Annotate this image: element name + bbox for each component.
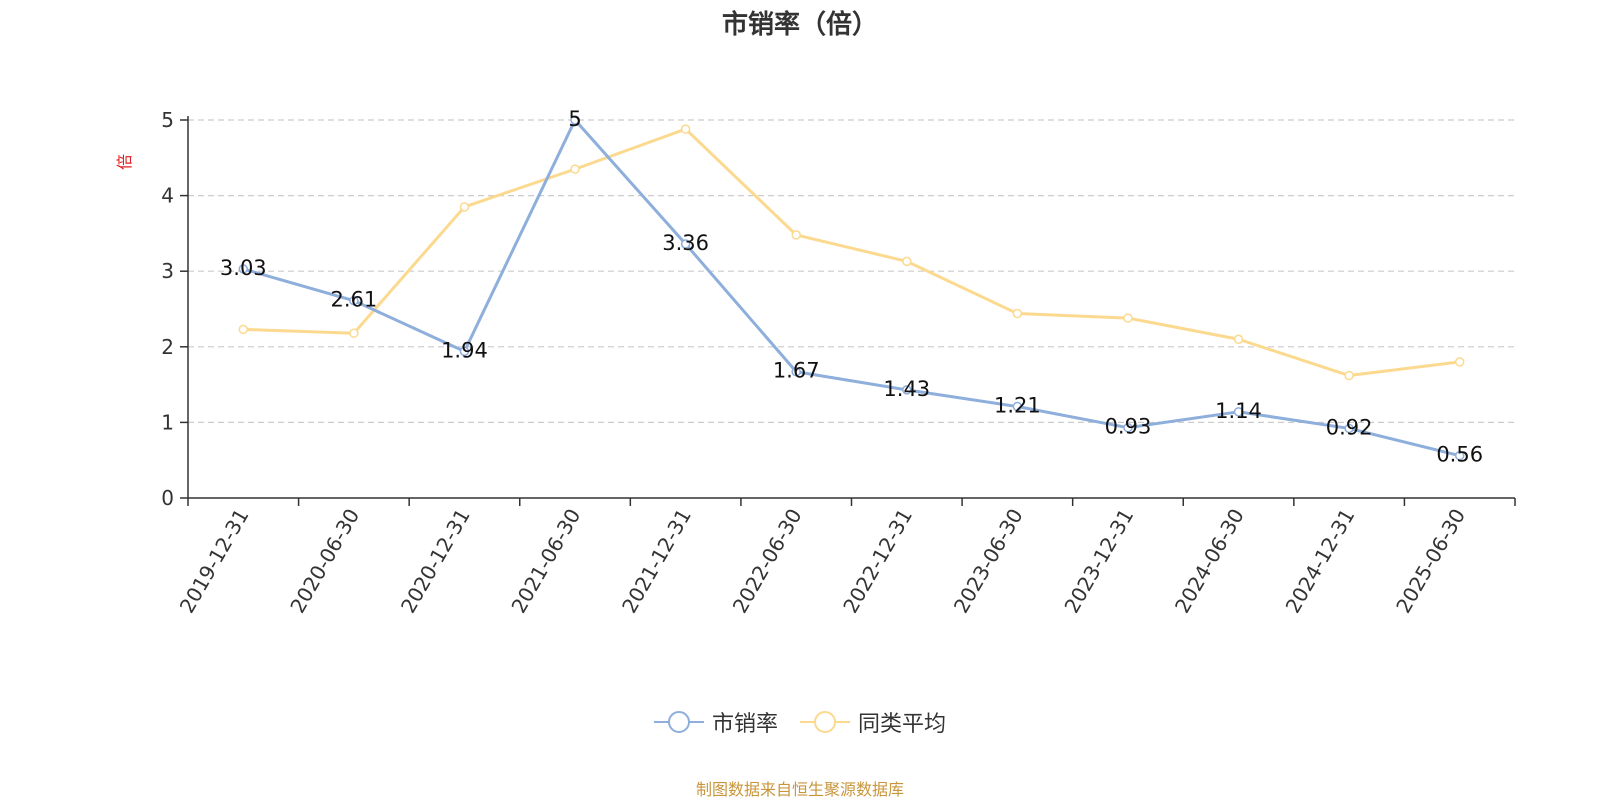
legend-marker-peer-average-icon bbox=[800, 711, 850, 733]
data-point-peer-average bbox=[1123, 313, 1133, 323]
data-point-sales-ratio bbox=[1233, 407, 1244, 417]
data-label: 1.43 bbox=[883, 377, 930, 401]
y-tick-label: 1 bbox=[161, 410, 174, 434]
data-label: 1.21 bbox=[994, 394, 1041, 418]
y-axis-label: 倍 bbox=[115, 154, 134, 170]
legend-label-sales-ratio: 市销率 bbox=[711, 712, 778, 737]
data-point-sales-ratio bbox=[459, 346, 470, 357]
data-point-sales-ratio bbox=[1123, 422, 1133, 433]
x-tick-label: 2021-06-30 bbox=[506, 505, 585, 618]
data-point-sales-ratio bbox=[238, 264, 249, 274]
data-point-sales-ratio bbox=[680, 239, 691, 249]
chart-title: 市销率（倍） bbox=[721, 10, 878, 40]
data-point-peer-average bbox=[791, 230, 801, 240]
series-line-peer-average bbox=[243, 127, 1460, 378]
x-tick-label: 2019-12-31 bbox=[175, 505, 254, 618]
data-label: 1.67 bbox=[773, 359, 820, 383]
grid-lines bbox=[188, 119, 1515, 423]
series-lines bbox=[238, 115, 1465, 461]
x-tick-label: 2020-06-30 bbox=[285, 505, 364, 618]
data-point-peer-average bbox=[238, 324, 249, 335]
data-point-peer-average bbox=[1344, 370, 1354, 381]
data-point-sales-ratio bbox=[791, 366, 801, 377]
data-label: 2.61 bbox=[330, 288, 377, 312]
legend-item-sales-ratio[interactable]: 市销率 bbox=[653, 706, 778, 738]
legend-label-peer-average: 同类平均 bbox=[858, 712, 947, 737]
series-line-sales-ratio bbox=[242, 118, 1461, 458]
data-point-peer-average bbox=[570, 164, 580, 174]
data-labels: 3.03 2.61 1.94 5 3.36 1.67 1.43 1.21 0.93 1.14 0.9… bbox=[220, 107, 1483, 467]
data-label: 1.94 bbox=[441, 338, 488, 362]
data-point-sales-ratio bbox=[1012, 401, 1023, 412]
x-tick-label: 2022-12-31 bbox=[838, 505, 917, 618]
y-tick-label: 3 bbox=[161, 259, 174, 283]
data-label: 0.92 bbox=[1326, 415, 1373, 439]
data-point-sales-ratio bbox=[570, 115, 580, 125]
y-tick-label: 0 bbox=[161, 486, 174, 510]
data-point-peer-average bbox=[1233, 334, 1244, 344]
source-footer: 制图数据来自恒生聚源数据库 bbox=[695, 780, 904, 799]
data-label: 1.14 bbox=[1215, 399, 1262, 423]
x-tick-label: 2024-12-31 bbox=[1281, 505, 1360, 618]
x-tick-label: 2025-06-30 bbox=[1391, 505, 1470, 618]
data-point-sales-ratio bbox=[902, 385, 912, 395]
x-tick-label: 2023-12-31 bbox=[1059, 505, 1138, 618]
data-label: 3.36 bbox=[662, 231, 709, 255]
data-label: 0.56 bbox=[1436, 443, 1483, 467]
x-tick-label: 2020-12-31 bbox=[396, 505, 475, 618]
data-point-peer-average bbox=[1454, 357, 1465, 367]
legend-item-peer-average[interactable]: 同类平均 bbox=[800, 706, 946, 738]
data-point-peer-average bbox=[902, 256, 912, 267]
x-tick-label: 2023-06-30 bbox=[949, 505, 1028, 618]
y-tick-label: 5 bbox=[161, 108, 174, 132]
legend: 市销率 同类平均 bbox=[0, 706, 1600, 738]
legend-marker-sales-ratio-icon bbox=[653, 711, 704, 733]
data-label: 3.03 bbox=[220, 256, 267, 280]
data-point-peer-average bbox=[349, 328, 359, 338]
x-tick-label: 2022-06-30 bbox=[728, 505, 807, 618]
data-point-peer-average bbox=[1012, 308, 1023, 319]
data-label: 0.93 bbox=[1105, 415, 1152, 439]
y-tick-label: 2 bbox=[161, 335, 174, 359]
data-point-peer-average bbox=[459, 202, 470, 212]
x-tick-label: 2021-12-31 bbox=[617, 505, 696, 618]
data-point-sales-ratio bbox=[1454, 450, 1465, 461]
y-tick-label: 4 bbox=[161, 184, 174, 208]
x-tick-label: 2024-06-30 bbox=[1170, 505, 1249, 618]
data-label: 5 bbox=[568, 107, 581, 131]
data-point-sales-ratio bbox=[1344, 423, 1354, 434]
data-point-peer-average bbox=[680, 124, 691, 134]
data-point-sales-ratio bbox=[349, 295, 359, 306]
